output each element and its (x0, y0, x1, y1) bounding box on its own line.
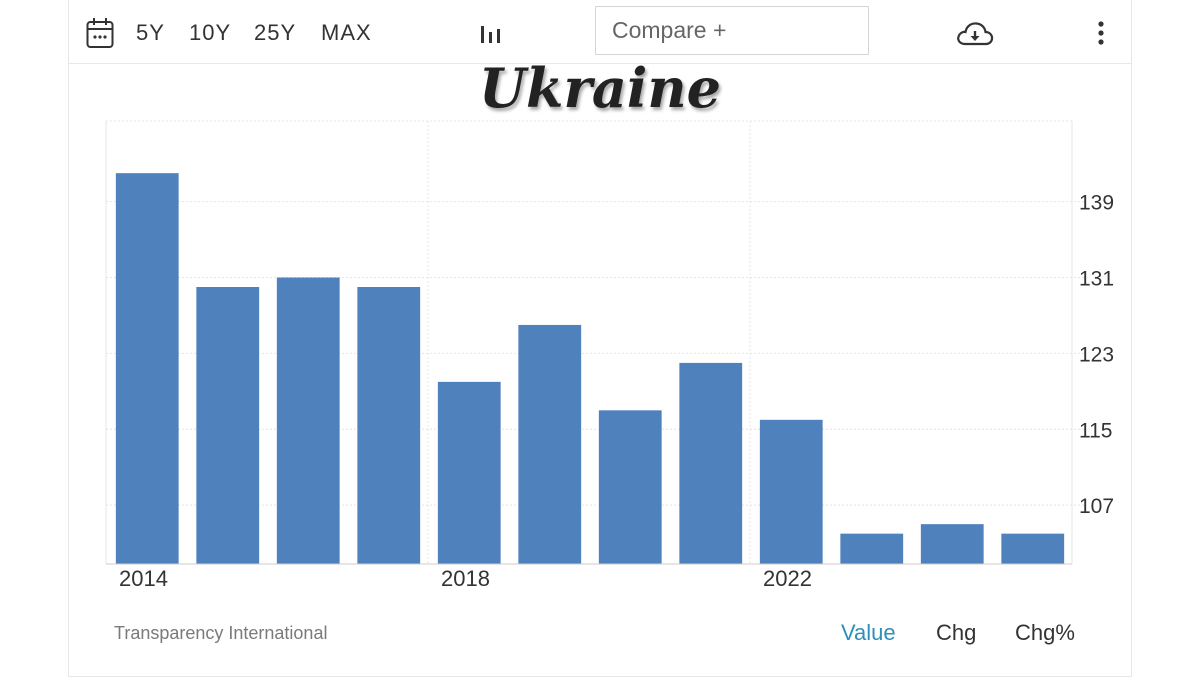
source-label: Transparency International (114, 623, 328, 643)
range-max-button[interactable]: MAX (321, 20, 372, 45)
bar (357, 287, 421, 564)
y-tick-label: 139 (1079, 192, 1114, 215)
range-25y-button[interactable]: 25Y (254, 20, 297, 45)
toolbar: 5Y 10Y 25Y MAX (68, 0, 1132, 64)
bar (840, 533, 904, 564)
x-tick-label: 2014 (119, 566, 168, 591)
cloud-download-icon[interactable] (956, 20, 994, 53)
y-tick-label: 107 (1079, 495, 1114, 518)
calendar-icon[interactable] (86, 17, 114, 54)
bar-chart-icon[interactable] (479, 21, 503, 50)
chart-title: Ukraine (478, 56, 722, 120)
y-tick-label: 131 (1079, 268, 1114, 291)
bar (437, 381, 501, 564)
bar (920, 524, 984, 564)
compare-input[interactable] (595, 6, 869, 55)
y-tick-label: 123 (1079, 343, 1114, 366)
tab-chg-percent[interactable]: Chg% (1015, 620, 1075, 645)
bar (1001, 533, 1065, 564)
x-tick-label: 2018 (441, 566, 490, 591)
bar (518, 324, 582, 564)
x-tick-label: 2022 (763, 566, 812, 591)
more-vertical-icon[interactable] (1097, 21, 1105, 50)
bar (115, 173, 179, 564)
tab-value[interactable]: Value (841, 620, 896, 645)
y-tick-label: 115 (1079, 419, 1112, 442)
bar (196, 287, 260, 564)
bar (679, 362, 743, 564)
chart-frame (68, 0, 1132, 677)
bar (598, 410, 662, 564)
bar (276, 277, 340, 564)
range-10y-button[interactable]: 10Y (189, 20, 232, 45)
bar (759, 419, 823, 564)
tab-chg[interactable]: Chg (936, 620, 977, 645)
range-5y-button[interactable]: 5Y (136, 20, 165, 45)
